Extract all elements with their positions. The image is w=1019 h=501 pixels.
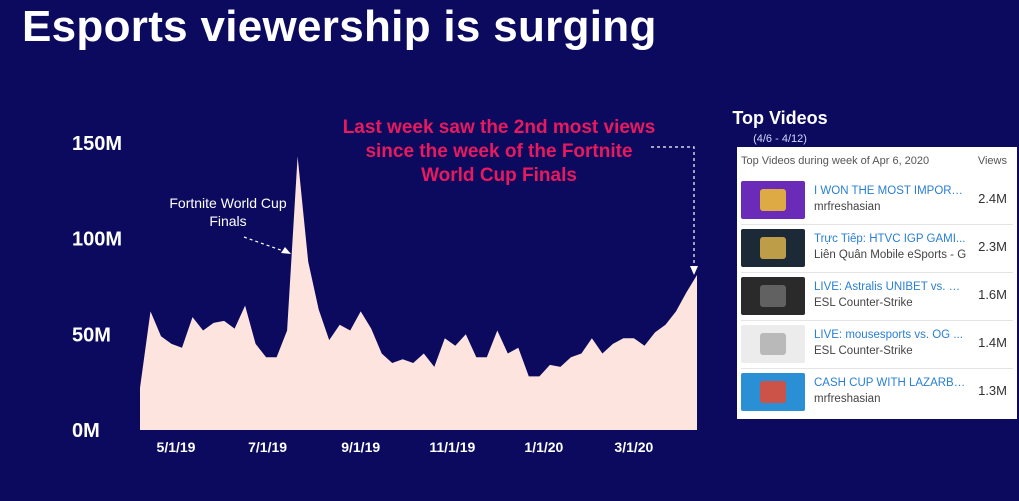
- top-videos-title: Top Videos: [732, 108, 828, 128]
- video-thumbnail[interactable]: [741, 181, 805, 219]
- video-views: 2.3M: [978, 239, 1007, 254]
- views-column-header: Views: [977, 155, 1007, 167]
- row-divider: [741, 368, 1013, 369]
- y-tick-label: 150M: [72, 133, 122, 155]
- x-tick-label: 7/1/19: [248, 439, 287, 455]
- video-row[interactable]: Trực Tiếp: HTVC IGP GAMI... Liên Quân Mo…: [737, 229, 1017, 277]
- callout-arrowhead: [690, 266, 698, 275]
- video-title-link[interactable]: I WON THE MOST IMPORT...: [814, 185, 966, 197]
- video-thumbnail[interactable]: [741, 325, 805, 363]
- top-videos-panel: Top Videos during week of Apr 6, 2020 Vi…: [737, 147, 1017, 419]
- video-views: 1.6M: [978, 287, 1007, 302]
- video-row[interactable]: CASH CUP WITH LAZARBE... mrfreshasian 1.…: [737, 373, 1017, 421]
- peak-arrowhead: [281, 247, 291, 254]
- row-divider: [741, 272, 1013, 273]
- page-title: Esports viewership is surging: [22, 2, 657, 51]
- video-row[interactable]: LIVE: Astralis UNIBET vs. O... ESL Count…: [737, 277, 1017, 325]
- video-channel: ESL Counter-Strike: [814, 345, 913, 357]
- panel-header: Top Videos during week of Apr 6, 2020: [741, 155, 930, 167]
- video-title-link[interactable]: Trực Tiếp: HTVC IGP GAMI...: [814, 233, 966, 245]
- y-tick-label: 100M: [72, 229, 122, 251]
- video-thumbnail[interactable]: [741, 373, 805, 411]
- y-tick-label: 0M: [72, 420, 100, 442]
- x-tick-label: 11/1/19: [429, 439, 475, 455]
- video-views: 2.4M: [978, 191, 1007, 206]
- top-videos-heading: Top Videos (4/6 - 4/12): [732, 108, 1019, 145]
- peak-annotation-label: Fortnite World Cup Finals: [169, 195, 287, 229]
- x-tick-label: 5/1/19: [157, 439, 196, 455]
- x-tick-label: 9/1/19: [341, 439, 380, 455]
- row-divider: [741, 224, 1013, 225]
- video-channel: Liên Quân Mobile eSports - G: [814, 249, 966, 261]
- top-videos-daterange: (4/6 - 4/12): [753, 133, 807, 145]
- video-channel: mrfreshasian: [814, 393, 881, 405]
- y-tick-label: 50M: [72, 324, 111, 346]
- video-row[interactable]: I WON THE MOST IMPORT... mrfreshasian 2.…: [737, 181, 1017, 229]
- callout-leader: [651, 146, 695, 268]
- video-channel: mrfreshasian: [814, 201, 881, 213]
- video-title-link[interactable]: CASH CUP WITH LAZARBE...: [814, 377, 966, 389]
- video-thumbnail[interactable]: [741, 277, 805, 315]
- x-tick-label: 3/1/20: [614, 439, 653, 455]
- video-views: 1.4M: [978, 335, 1007, 350]
- video-title-link[interactable]: LIVE: Astralis UNIBET vs. O...: [814, 281, 966, 293]
- video-row[interactable]: LIVE: mousesports vs. OG ... ESL Counter…: [737, 325, 1017, 373]
- row-divider: [741, 320, 1013, 321]
- x-tick-label: 1/1/20: [524, 439, 563, 455]
- series-area: [140, 156, 697, 430]
- video-views: 1.3M: [978, 383, 1007, 398]
- peak-annotation-leader: [243, 236, 287, 253]
- callout-text: Last week saw the 2nd most views since t…: [342, 117, 656, 186]
- video-channel: ESL Counter-Strike: [814, 297, 913, 309]
- video-title-link[interactable]: LIVE: mousesports vs. OG ...: [814, 329, 963, 341]
- video-thumbnail[interactable]: [741, 229, 805, 267]
